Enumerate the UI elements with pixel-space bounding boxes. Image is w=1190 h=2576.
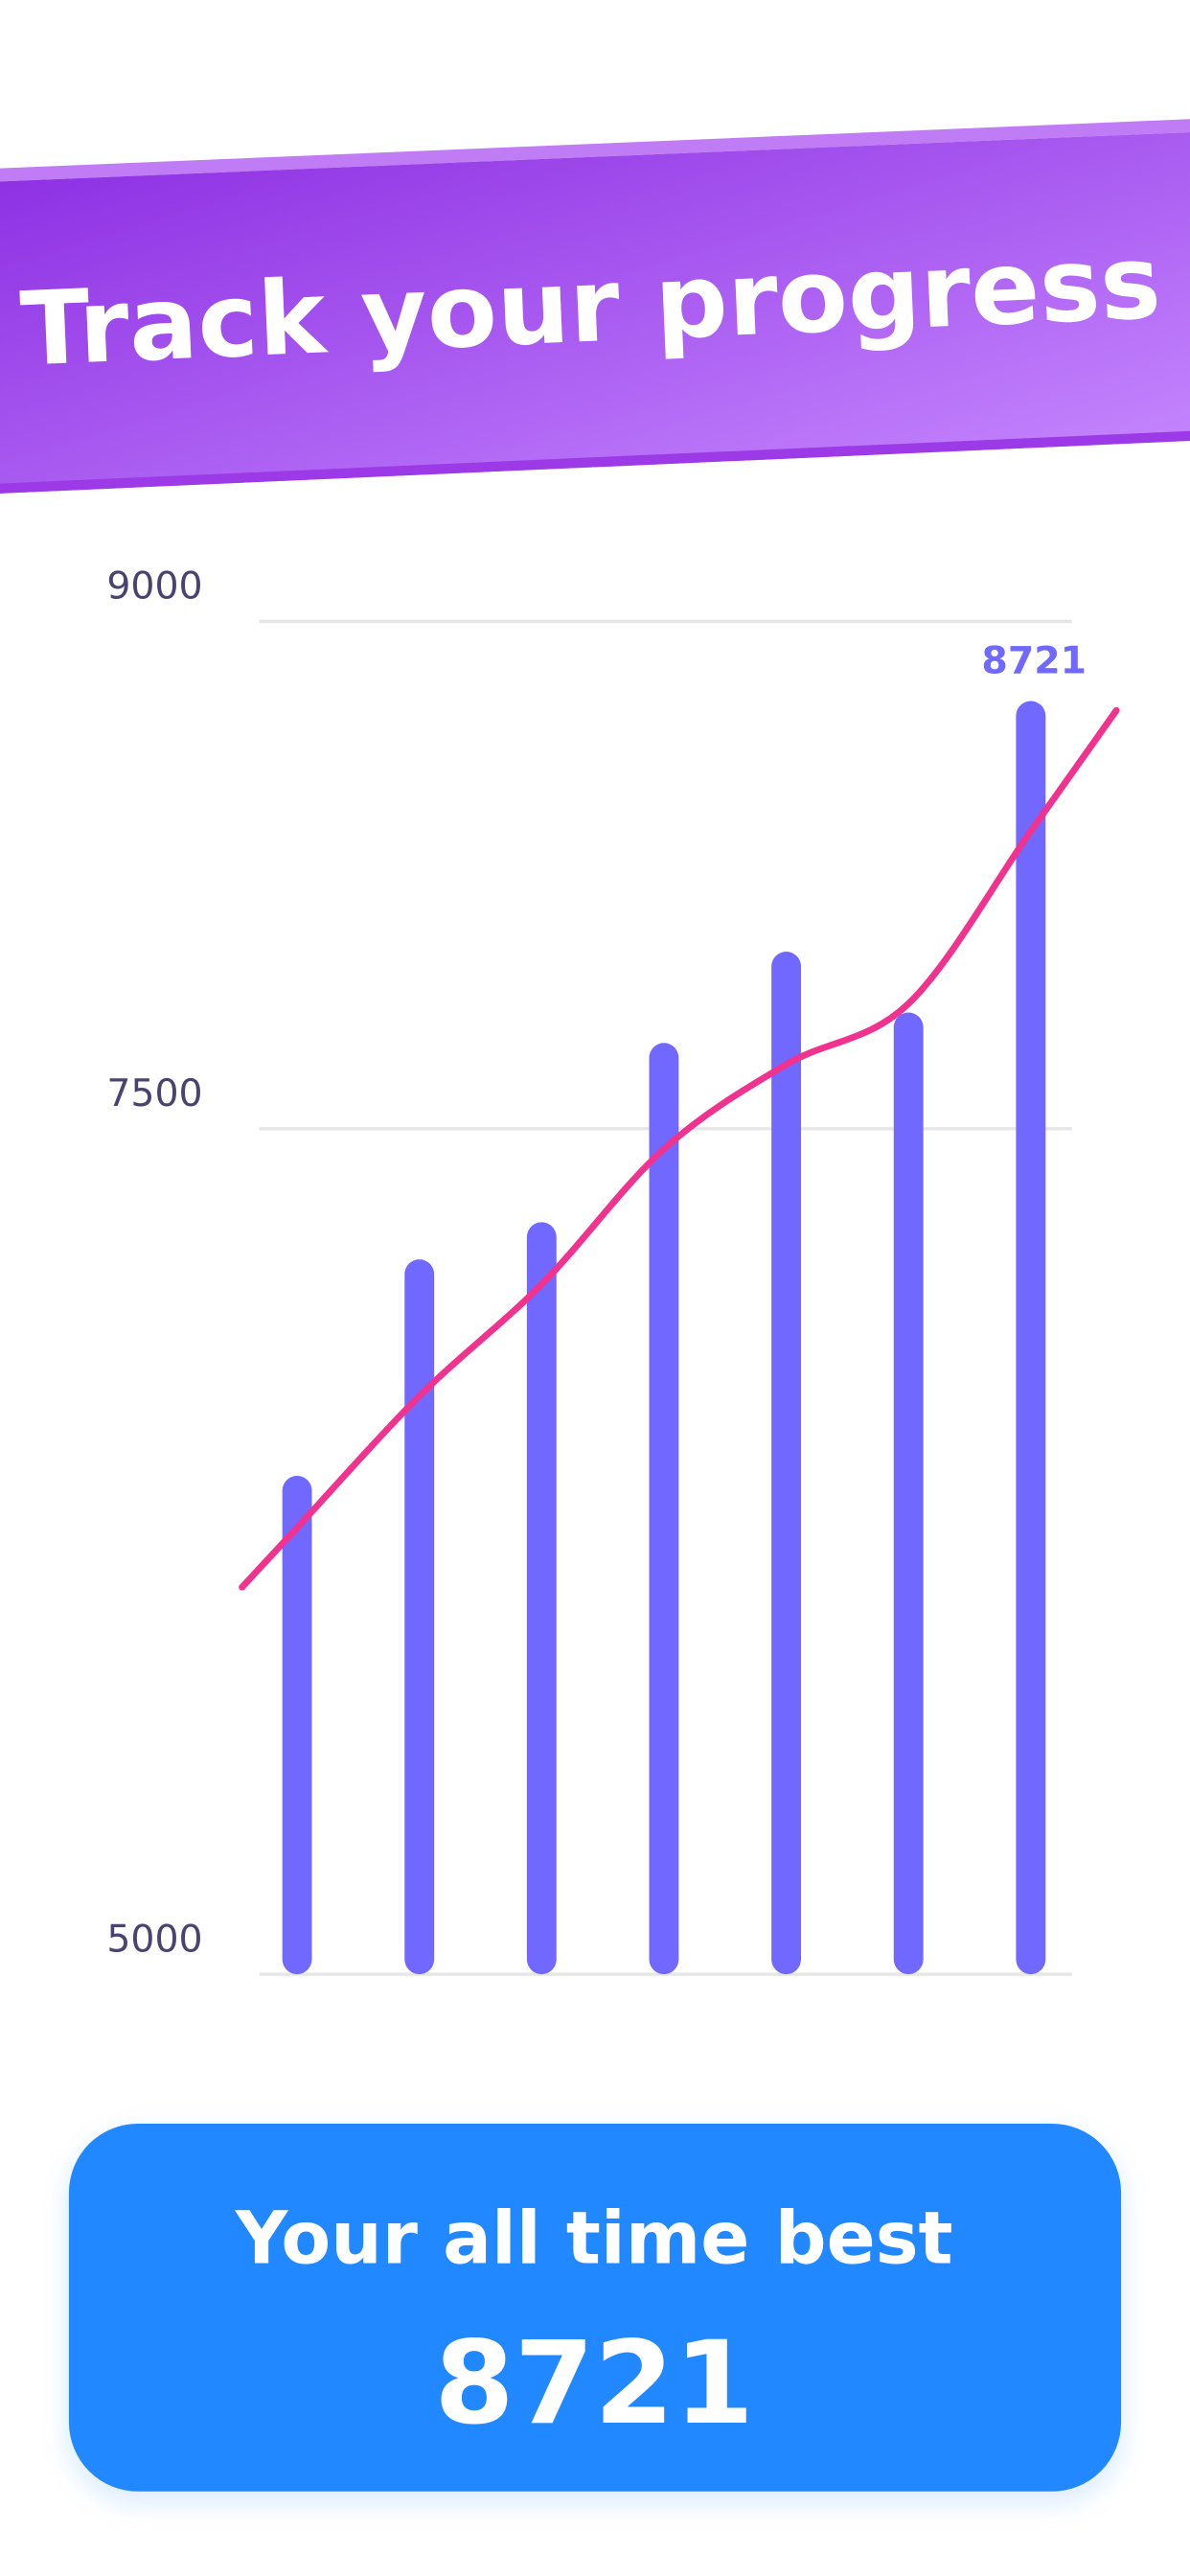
best-value: 8721 <box>434 2317 754 2450</box>
banner-edge <box>0 430 1190 494</box>
banner <box>0 131 1190 494</box>
trend-line <box>239 706 1120 1591</box>
bar <box>649 1043 679 1975</box>
y-tick-label: 5000 <box>106 1917 202 1961</box>
best-label: Your all time best <box>235 2196 953 2281</box>
y-tick-label: 9000 <box>106 564 202 609</box>
y-tick-label: 7500 <box>106 1071 202 1116</box>
data-label: 8721 <box>981 639 1087 683</box>
bar <box>771 952 801 1975</box>
bar <box>526 1222 557 1975</box>
chart: 5000 7500 9000 8721 <box>106 564 1120 1976</box>
best-card <box>68 2123 1122 2492</box>
bar <box>282 1476 312 1975</box>
banner-edge <box>0 119 1190 182</box>
bar <box>1016 701 1046 1975</box>
bar <box>893 1012 924 1975</box>
bar <box>404 1259 435 1975</box>
